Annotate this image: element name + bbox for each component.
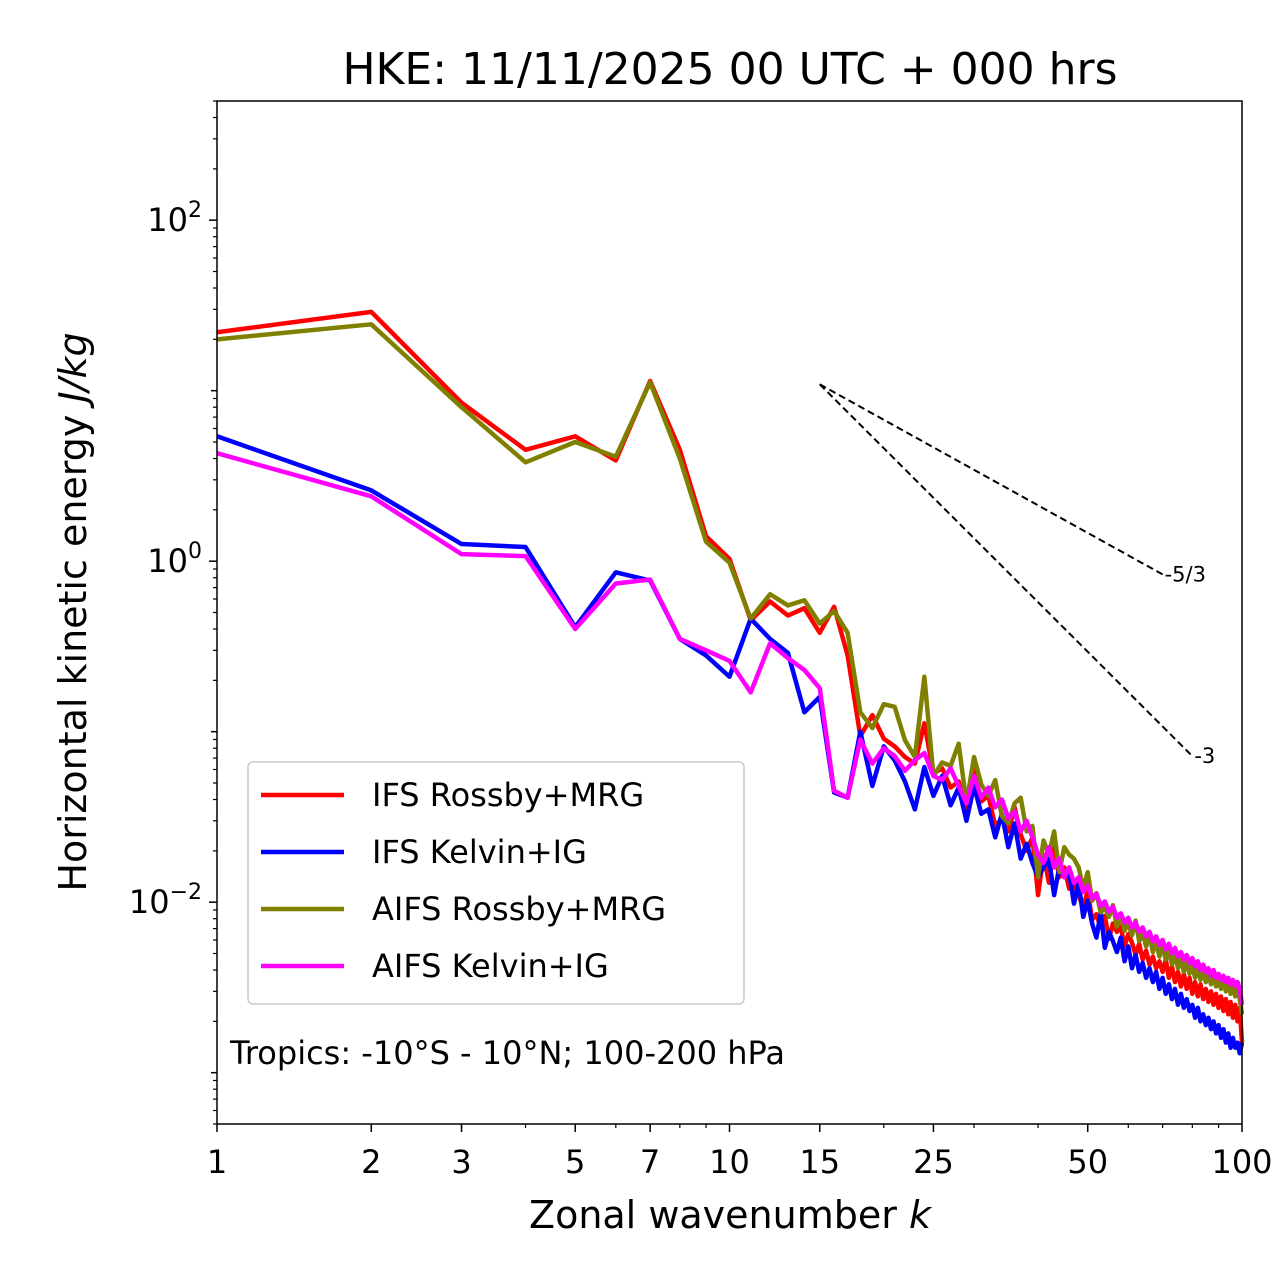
reference-slope-label-2: -3 [1194,744,1215,768]
reference-slope-layer: -5/3 -3 [819,383,1215,768]
x-axis-ticks: 1 2 3 5 7 10 15 25 50 100 [207,1124,1273,1181]
x-tick-label: 15 [799,1143,840,1181]
x-tick-label: 7 [640,1143,660,1181]
legend-label: IFS Rossby+MRG [372,776,644,814]
y-tick-label: 102 [147,198,202,239]
chart-title: HKE: 11/11/2025 00 UTC + 000 hrs [342,44,1117,95]
series-layer [216,309,1245,1056]
x-axis-label: Zonal wavenumber k [529,1193,933,1237]
region-annotation: Tropics: -10°S - 10°N; 100-200 hPa [229,1034,785,1072]
y-tick-label: 10−2 [129,880,202,921]
y-axis-label: Horizontal kinetic energy J/kg [51,332,95,891]
y-tick-label: 100 [147,539,202,580]
x-tick-label: 100 [1211,1143,1272,1181]
legend: IFS Rossby+MRG IFS Kelvin+IG AIFS Rossby+M… [247,761,745,1005]
series-line-aifs-kelvin-ig [216,451,1245,1006]
reference-slope-label-1: -5/3 [1165,562,1206,586]
x-tick-label: 3 [451,1143,471,1181]
legend-label: AIFS Kelvin+IG [372,947,609,985]
x-tick-label: 5 [565,1143,585,1181]
x-tick-label: 1 [207,1143,227,1181]
x-axis-label-variable: k [909,1193,933,1237]
x-tick-label: 50 [1067,1143,1108,1181]
legend-box [247,761,745,1005]
legend-label: AIFS Rossby+MRG [372,890,666,928]
y-axis-label-text: Horizontal kinetic energy [51,403,95,892]
x-tick-label: 25 [913,1143,954,1181]
legend-entries: IFS Rossby+MRG IFS Kelvin+IG AIFS Rossby+M… [261,776,666,985]
legend-label: IFS Kelvin+IG [372,833,587,871]
x-tick-label: 2 [361,1143,381,1181]
x-tick-label: 10 [709,1143,750,1181]
x-axis-label-text: Zonal wavenumber [529,1193,909,1237]
y-axis-label-units: J/kg [51,332,95,409]
y-axis-ticks: 10−2 100 102 [129,100,217,1125]
